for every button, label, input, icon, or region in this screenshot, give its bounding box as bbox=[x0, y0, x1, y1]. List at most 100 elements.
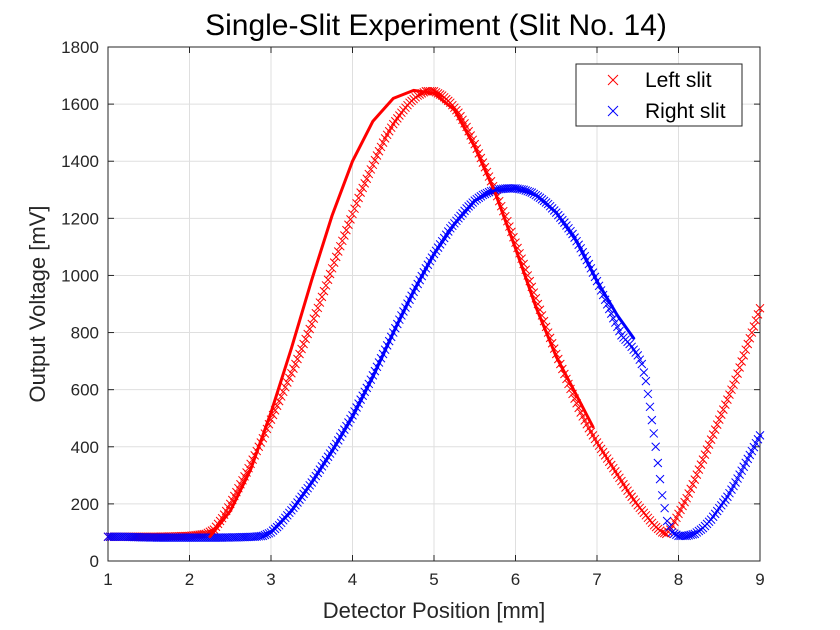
data-point bbox=[721, 400, 730, 410]
data-point bbox=[195, 533, 205, 542]
data-point bbox=[109, 532, 119, 542]
data-point bbox=[700, 450, 710, 459]
data-point bbox=[731, 375, 740, 385]
data-point bbox=[364, 169, 374, 179]
data-point bbox=[374, 146, 384, 156]
data-point bbox=[690, 475, 700, 484]
data-point bbox=[696, 460, 706, 469]
data-point bbox=[337, 236, 347, 246]
y-tick-label: 400 bbox=[71, 438, 99, 457]
y-tick-label: 200 bbox=[71, 495, 99, 514]
data-point bbox=[158, 533, 168, 542]
data-point bbox=[372, 151, 382, 160]
data-point bbox=[692, 470, 702, 479]
data-point bbox=[649, 429, 659, 438]
data-point bbox=[191, 533, 200, 542]
data-point bbox=[651, 442, 661, 452]
data-point bbox=[297, 344, 306, 354]
data-point bbox=[201, 533, 211, 542]
data-point bbox=[362, 174, 372, 184]
y-tick-label: 1600 bbox=[61, 95, 99, 114]
data-point bbox=[280, 382, 290, 392]
data-point bbox=[737, 357, 747, 366]
data-point bbox=[376, 142, 386, 152]
data-point bbox=[111, 532, 121, 542]
data-point bbox=[305, 324, 315, 334]
data-point bbox=[645, 402, 655, 412]
data-point bbox=[211, 533, 221, 542]
data-point bbox=[729, 380, 738, 390]
data-point bbox=[346, 215, 355, 224]
data-point bbox=[358, 183, 368, 193]
data-point bbox=[639, 368, 649, 377]
legend: Left slit Right slit bbox=[575, 63, 743, 127]
data-point bbox=[103, 532, 113, 542]
x-tick-label: 5 bbox=[429, 570, 438, 589]
data-point bbox=[647, 415, 657, 425]
data-point bbox=[727, 385, 736, 395]
data-point bbox=[309, 314, 319, 323]
legend-x-marker bbox=[607, 74, 619, 86]
data-point bbox=[185, 533, 194, 542]
y-tick-label: 1200 bbox=[61, 209, 99, 228]
data-point bbox=[354, 193, 363, 203]
data-point bbox=[162, 533, 172, 542]
y-tick-label: 1000 bbox=[61, 266, 99, 285]
data-point bbox=[735, 363, 744, 372]
data-point bbox=[370, 155, 380, 165]
data-point bbox=[694, 465, 704, 474]
fit-curve-right-slit bbox=[269, 186, 636, 534]
data-point bbox=[745, 333, 755, 343]
data-point bbox=[755, 303, 765, 313]
data-point bbox=[107, 532, 117, 542]
data-point bbox=[317, 292, 327, 302]
data-point bbox=[325, 269, 335, 279]
data-point bbox=[168, 533, 178, 542]
data-point bbox=[633, 351, 643, 360]
data-point bbox=[199, 533, 209, 542]
data-point bbox=[339, 231, 349, 240]
data-point bbox=[635, 355, 645, 365]
data-point bbox=[150, 533, 160, 542]
data-point bbox=[319, 286, 329, 296]
legend-marker-left-slit bbox=[607, 74, 619, 86]
legend-marker-right-slit bbox=[607, 105, 619, 117]
data-point bbox=[197, 533, 207, 542]
data-point bbox=[307, 319, 317, 329]
data-point bbox=[637, 359, 647, 369]
data-point bbox=[154, 533, 164, 542]
x-tick-label: 9 bbox=[755, 570, 764, 589]
data-point bbox=[662, 516, 672, 526]
data-point bbox=[753, 309, 763, 319]
series-layer bbox=[103, 86, 765, 542]
data-point bbox=[115, 532, 125, 542]
data-point bbox=[323, 275, 333, 285]
data-point bbox=[148, 533, 158, 542]
legend-box bbox=[575, 63, 743, 127]
data-point bbox=[299, 339, 308, 349]
data-point bbox=[311, 308, 321, 318]
data-point bbox=[378, 138, 388, 148]
data-point bbox=[704, 440, 714, 449]
x-tick-label: 4 bbox=[348, 570, 357, 589]
data-point bbox=[166, 533, 176, 542]
data-point bbox=[739, 351, 749, 360]
data-point bbox=[156, 533, 166, 542]
data-point bbox=[725, 390, 734, 400]
data-point bbox=[413, 91, 423, 100]
data-point bbox=[641, 376, 651, 386]
data-point bbox=[366, 165, 376, 174]
data-point bbox=[751, 316, 761, 325]
x-axis-label: Detector Position [mm] bbox=[323, 598, 546, 623]
data-point bbox=[669, 529, 679, 538]
y-axis-label: Output Voltage [mV] bbox=[25, 206, 50, 403]
data-point bbox=[741, 345, 751, 355]
data-point bbox=[665, 522, 674, 532]
data-point bbox=[660, 503, 669, 513]
data-point bbox=[743, 339, 753, 349]
data-point bbox=[293, 354, 302, 364]
data-point bbox=[295, 349, 304, 359]
data-point bbox=[113, 532, 123, 542]
data-point bbox=[187, 533, 196, 542]
